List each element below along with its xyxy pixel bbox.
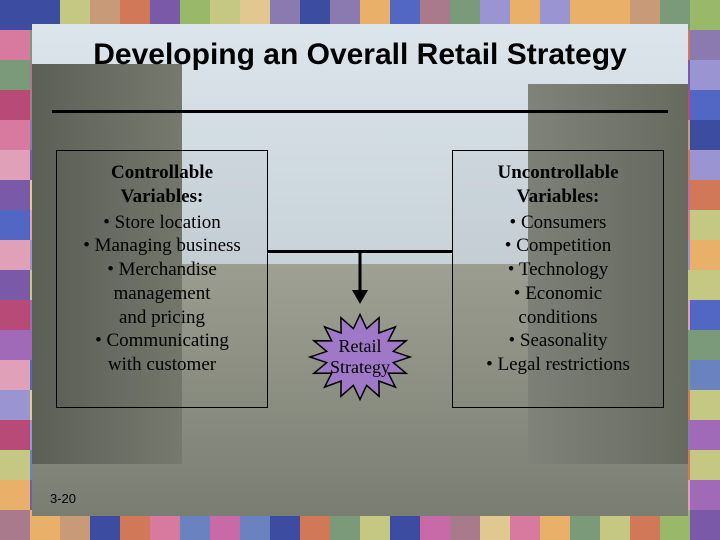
controllable-list: Store location Managing business Merchan…	[65, 211, 259, 377]
slide-title: Developing an Overall Retail Strategy	[52, 38, 668, 72]
list-item: Communicating	[65, 329, 259, 353]
uncontrollable-list: Consumers Competition Technology Economi…	[461, 211, 655, 377]
controllable-heading: Controllable Variables:	[65, 161, 259, 209]
list-item-cont: management	[65, 282, 259, 306]
uncontrollable-heading-l2: Variables:	[517, 186, 600, 207]
list-item-cont: with customer	[65, 353, 259, 377]
list-item: Competition	[461, 234, 655, 258]
list-item-cont: and pricing	[65, 306, 259, 330]
list-item-cont: conditions	[461, 306, 655, 330]
controllable-heading-l1: Controllable	[111, 162, 213, 183]
arrow-down-icon	[352, 290, 368, 304]
slide: Developing an Overall Retail Strategy Co…	[32, 24, 688, 516]
controllable-heading-l2: Variables:	[121, 186, 204, 207]
list-item: Consumers	[461, 211, 655, 235]
uncontrollable-heading-l1: Uncontrollable	[497, 162, 618, 183]
slide-content: Developing an Overall Retail Strategy Co…	[32, 24, 688, 516]
list-item: Managing business	[65, 234, 259, 258]
controllable-box: Controllable Variables: Store location M…	[56, 150, 268, 408]
list-item: Technology	[461, 258, 655, 282]
list-item: Legal restrictions	[461, 353, 655, 377]
page-number: 3-20	[50, 491, 76, 506]
star-label-l1: Retail	[339, 336, 382, 356]
connector-vertical	[359, 250, 362, 290]
list-item: Merchandise	[65, 258, 259, 282]
uncontrollable-box: Uncontrollable Variables: Consumers Comp…	[452, 150, 664, 408]
star-label: Retail Strategy	[305, 310, 415, 404]
title-underline	[52, 110, 668, 113]
stage: Developing an Overall Retail Strategy Co…	[0, 0, 720, 540]
star-label-l2: Strategy	[330, 357, 390, 377]
uncontrollable-heading: Uncontrollable Variables:	[461, 161, 655, 209]
list-item: Economic	[461, 282, 655, 306]
list-item: Store location	[65, 211, 259, 235]
list-item: Seasonality	[461, 329, 655, 353]
retail-strategy-star: Retail Strategy	[305, 310, 415, 404]
